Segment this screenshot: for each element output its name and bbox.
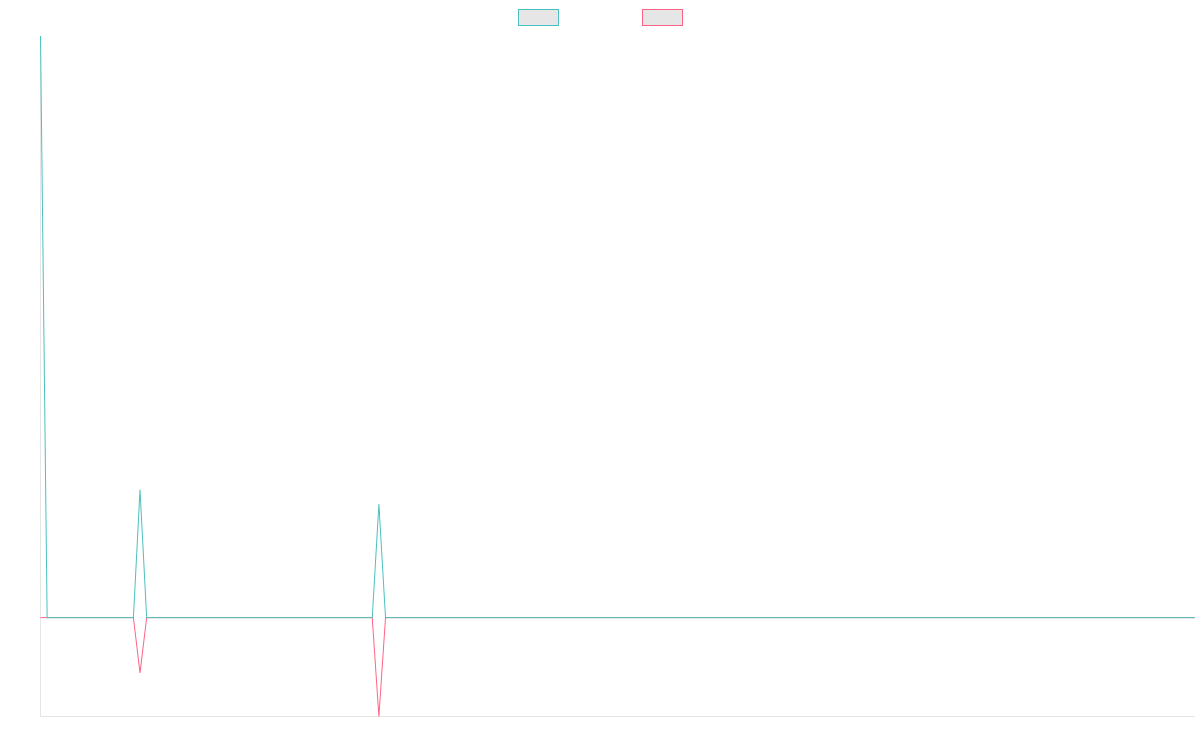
- legend-item-2[interactable]: [642, 9, 683, 26]
- legend-swatch-1[interactable]: [518, 9, 559, 26]
- series-line-1: [40, 35, 1195, 619]
- legend-swatch-2[interactable]: [642, 9, 683, 26]
- legend[interactable]: [518, 9, 683, 26]
- legend-item-1[interactable]: [518, 9, 559, 26]
- series-lines: [40, 35, 1195, 717]
- axes: [40, 36, 1195, 717]
- series-line-2: [40, 617, 1195, 717]
